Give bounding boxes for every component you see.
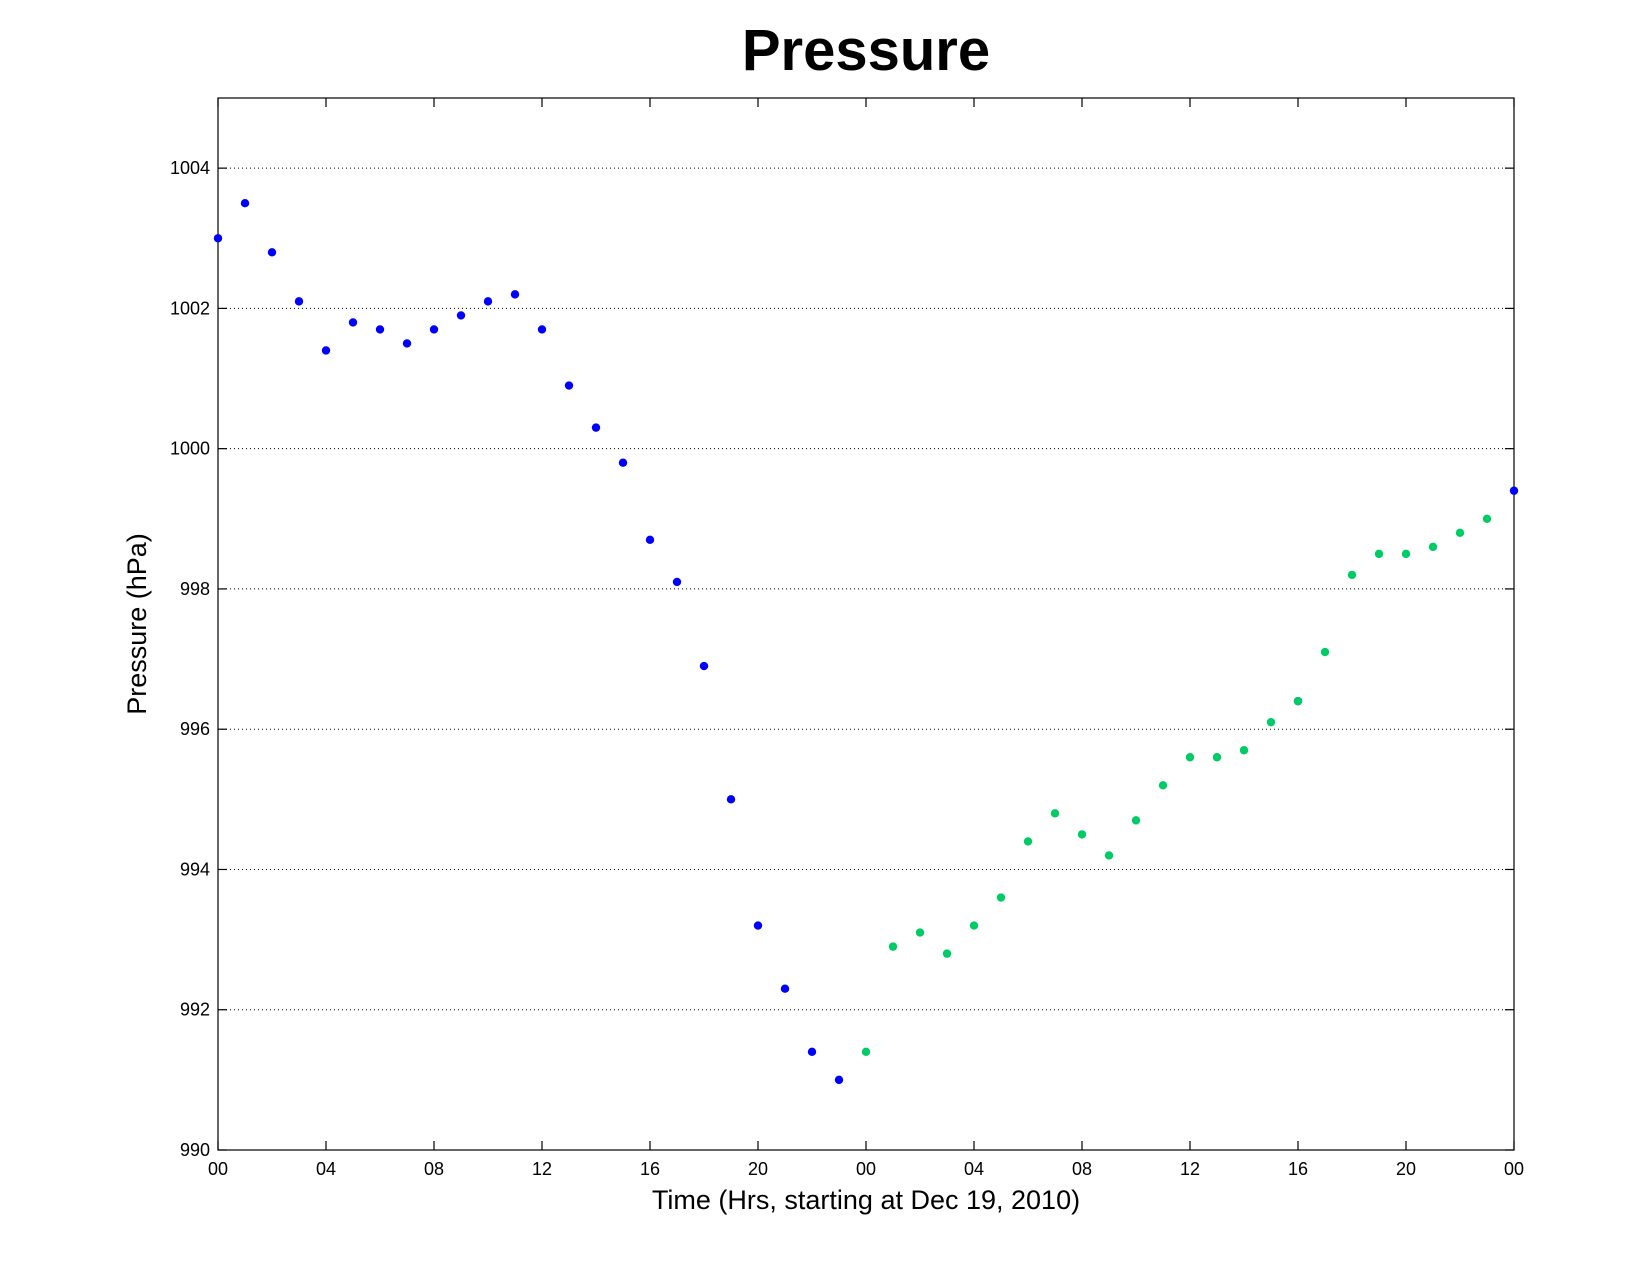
y-tick-label: 1000 [170, 439, 210, 459]
gridlines [218, 167, 1514, 1011]
data-point-series-1 [510, 290, 520, 299]
data-point-series-1 [1509, 486, 1519, 495]
y-axis-label: Pressure (hPa) [122, 533, 152, 715]
data-point-series-2 [1293, 696, 1303, 706]
y-tick-label: 998 [180, 579, 210, 599]
data-point-series-1 [780, 984, 790, 993]
data-point-series-1 [537, 325, 547, 334]
x-tick-label: 20 [1396, 1159, 1416, 1179]
data-point-series-1 [321, 346, 331, 355]
plot-area-frame [217, 97, 1515, 1151]
x-tick-label: 16 [640, 1159, 660, 1179]
data-point-series-2 [915, 928, 925, 937]
data-point-series-2 [1104, 851, 1114, 860]
y-tick-label: 1002 [170, 298, 210, 318]
data-point-series-1 [240, 199, 250, 208]
y-tick-label: 992 [180, 1000, 210, 1020]
data-point-series-1 [213, 234, 223, 243]
data-point-series-1 [348, 318, 358, 327]
data-point-series-1 [753, 921, 763, 930]
axis-ticks: 990 992 994 996 998 1000 1002 1004 00 04 08 12 16 20 0… [170, 98, 1524, 1179]
x-tick-label: 04 [964, 1159, 984, 1179]
data-point-series-2 [969, 921, 979, 930]
x-tick-label: 08 [424, 1159, 444, 1179]
x-tick-label: 16 [1288, 1159, 1308, 1179]
data-point-series-2 [1266, 717, 1276, 727]
data-point-series-2 [1158, 781, 1168, 790]
data-point-series-1 [591, 423, 601, 432]
x-tick-label: 20 [748, 1159, 768, 1179]
data-point-series-1 [456, 311, 466, 320]
data-points [213, 199, 1519, 1085]
data-point-series-2 [1320, 647, 1330, 657]
data-point-series-2 [888, 942, 898, 951]
x-tick-label: 04 [316, 1159, 336, 1179]
data-point-series-2 [1050, 809, 1060, 818]
x-tick-label: 00 [1504, 1159, 1524, 1179]
y-tick-label: 990 [180, 1140, 210, 1160]
data-point-series-1 [402, 339, 412, 348]
data-point-series-1 [375, 325, 385, 334]
data-point-series-1 [618, 458, 628, 467]
data-point-series-2 [1428, 542, 1438, 552]
data-point-series-1 [429, 325, 439, 334]
x-tick-label: 08 [1072, 1159, 1092, 1179]
data-point-series-1 [699, 661, 709, 671]
data-point-series-2 [861, 1047, 871, 1057]
data-point-series-1 [267, 248, 277, 257]
y-tick-label: 996 [180, 719, 210, 739]
data-point-series-1 [834, 1075, 844, 1085]
data-point-series-2 [942, 949, 952, 958]
data-point-series-1 [726, 795, 736, 804]
data-point-series-2 [1482, 514, 1492, 523]
data-point-series-1 [807, 1047, 817, 1057]
x-tick-label: 00 [856, 1159, 876, 1179]
data-point-series-2 [1023, 837, 1033, 846]
data-point-series-1 [294, 297, 304, 306]
data-point-series-2 [1131, 816, 1141, 825]
x-tick-label: 12 [532, 1159, 552, 1179]
data-point-series-2 [1347, 570, 1357, 580]
data-point-series-2 [1077, 830, 1087, 839]
data-point-series-2 [1185, 753, 1195, 762]
data-point-series-2 [1401, 549, 1411, 559]
x-axis-label: Time (Hrs, starting at Dec 19, 2010) [652, 1185, 1080, 1215]
x-tick-label: 00 [208, 1159, 228, 1179]
data-point-series-1 [672, 577, 682, 587]
data-point-series-1 [645, 535, 655, 545]
data-point-series-1 [483, 297, 493, 306]
data-point-series-2 [1239, 746, 1249, 755]
chart-title: Pressure [742, 18, 990, 83]
data-point-series-2 [1374, 549, 1384, 559]
data-point-series-2 [1212, 753, 1222, 762]
data-point-series-1 [564, 381, 574, 390]
y-tick-label: 994 [180, 859, 210, 879]
x-tick-label: 12 [1180, 1159, 1200, 1179]
y-tick-label: 1004 [170, 158, 210, 178]
data-point-series-2 [996, 893, 1006, 902]
data-point-series-2 [1455, 528, 1465, 538]
